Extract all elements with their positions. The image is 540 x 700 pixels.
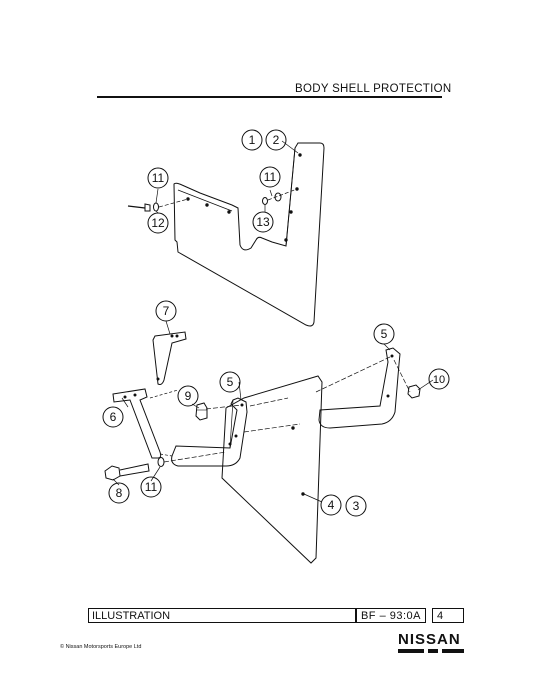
callout-9: 9 (185, 389, 192, 403)
document-code: BF – 93:0A (356, 608, 426, 623)
logo-text: NISSAN (398, 631, 461, 648)
bracket-7 (152, 331, 187, 385)
callout-11-bottom: 11 (145, 480, 158, 494)
callout-1: 1 (249, 133, 256, 147)
tube-5-right (318, 347, 401, 429)
copyright-notice: © Nissan Motorsports Europe Ltd (60, 644, 142, 650)
callout-8: 8 (116, 486, 123, 500)
page-number: 4 (432, 608, 464, 623)
tube-5-left (171, 397, 248, 467)
lower-mud-flap (221, 375, 323, 564)
upper-mud-flap (173, 142, 325, 327)
callout-group (102, 129, 450, 517)
callout-3: 3 (353, 499, 360, 513)
header-rule (97, 96, 442, 98)
illustration-label: ILLUSTRATION (88, 608, 356, 623)
page-title: BODY SHELL PROTECTION (295, 83, 452, 95)
callout-11-top-left: 11 (152, 171, 165, 185)
nissan-logo: NISSAN (398, 632, 464, 653)
callout-5-left: 5 (227, 375, 234, 389)
logo-stripe (398, 649, 464, 653)
callout-2: 2 (273, 133, 280, 147)
callout-4: 4 (328, 498, 335, 512)
callout-11-top-right: 11 (264, 170, 277, 184)
callout-13: 13 (256, 215, 270, 229)
callout-5-right: 5 (381, 327, 388, 341)
callout-10: 10 (433, 374, 445, 386)
callout-7: 7 (163, 304, 170, 318)
callout-6: 6 (110, 410, 117, 424)
callout-12: 12 (151, 216, 165, 230)
bracket-6 (112, 388, 162, 459)
